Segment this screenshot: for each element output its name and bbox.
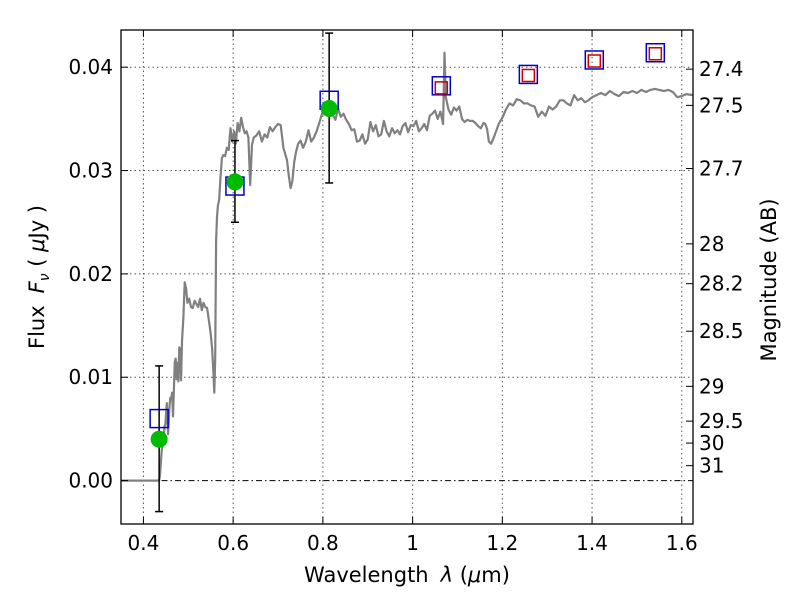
plot-area: [121, 32, 694, 513]
model-photometry-square: [149, 408, 169, 429]
y-axis-label: Flux: [25, 305, 49, 349]
grid-lines: [121, 30, 693, 524]
model-photometry-square: [584, 50, 605, 70]
magnitude-tick-label: 28.5: [699, 319, 744, 343]
magnitude-tick-label: 27.4: [699, 57, 744, 81]
y-tick-label: 0.02: [68, 262, 113, 286]
x-tick-label: 1.4: [576, 531, 608, 555]
magnitude-tick-label: 29.5: [699, 409, 744, 433]
x-axis-label: Wavelength: [304, 563, 429, 587]
observed-flux-point: [150, 430, 168, 448]
observed-flux-point: [320, 100, 338, 118]
magnitude-tick-label: 30: [699, 431, 724, 455]
magnitude-axis-title: Magnitude (AB): [757, 198, 781, 361]
model-photometry-square: [645, 42, 666, 63]
observed-flux-point: [226, 173, 244, 191]
magnitude-tick-label: 29: [699, 374, 724, 398]
upper-limit-square: [648, 47, 663, 61]
magnitude-tick-label: 27.7: [699, 156, 744, 180]
y-axis-unit-mu: μ: [25, 239, 49, 253]
x-axis-unit-mu: μ: [467, 563, 481, 587]
y-axis-unit-rest: Jy ): [25, 205, 49, 241]
upper-limit-square: [434, 81, 449, 95]
y-axis-unit-open: (: [25, 252, 49, 274]
magnitude-tick-label: 28: [699, 232, 724, 256]
magnitude-tick-label: 27.5: [699, 93, 744, 117]
magnitude-tick-label: 31: [699, 454, 724, 478]
magnitude-tick-label: 28.2: [699, 272, 744, 296]
plot-frame: [120, 29, 694, 525]
data-markers: [149, 42, 666, 448]
y-axis-ticks: 0.00 0.01 0.02 0.03 0.04: [68, 55, 128, 493]
x-axis-ticks: 0.4 0.6 0.8 1 1.2 1.4 1.6: [128, 30, 698, 555]
y-axis-symbol: F: [25, 280, 49, 293]
model-photometry-square: [518, 64, 539, 85]
upper-limit-square: [587, 54, 602, 68]
y-axis-subscript: ν: [37, 273, 53, 281]
x-axis-symbol: λ: [440, 563, 453, 587]
x-tick-label: 1.2: [486, 531, 518, 555]
x-tick-label: 0.4: [128, 531, 160, 555]
x-tick-label: 0.6: [217, 531, 249, 555]
x-axis-title: Wavelength λ (μm): [304, 563, 510, 587]
error-bars: [155, 32, 334, 513]
y-tick-label: 0.03: [68, 159, 113, 183]
x-axis-unit-open: (: [453, 563, 468, 587]
x-tick-label: 1: [406, 531, 419, 555]
y-tick-label: 0.01: [68, 365, 113, 389]
model-photometry-square: [431, 76, 452, 96]
sed-model-curve: [121, 51, 694, 482]
x-tick-label: 1.6: [666, 531, 698, 555]
x-tick-label: 0.8: [307, 531, 339, 555]
y-tick-label: 0.00: [68, 469, 113, 493]
y-tick-label: 0.04: [68, 55, 113, 79]
y-axis-title: Flux Fν ( μJy ): [25, 205, 53, 349]
upper-limit-square: [521, 68, 536, 83]
x-axis-unit-rest: m): [481, 563, 510, 587]
